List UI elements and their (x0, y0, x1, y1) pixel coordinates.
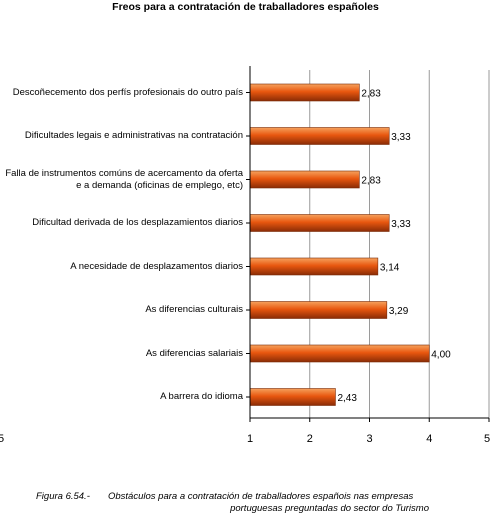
figure-caption: Figura 6.54.- Obstáculos para a contratac… (30, 491, 491, 515)
value-label-7: 4,00 (431, 350, 451, 361)
figure-number: Figura 6.54.- (36, 491, 90, 502)
value-label-6: 3,29 (389, 306, 409, 317)
category-label-1: Descoñecemento dos perfís profesionais d… (12, 86, 243, 98)
chart-title: Freos para a contratación de traballador… (112, 1, 379, 13)
value-label-5: 3,14 (380, 263, 400, 274)
bar-1 (249, 83, 360, 102)
x-tick-label-3: 3 (366, 433, 372, 445)
category-label-7: As diferencias salariais (145, 347, 243, 359)
bar-8 (249, 388, 336, 406)
bar-4 (249, 214, 390, 232)
x-tick-label-1: 1 (247, 433, 253, 445)
bar-5 (249, 257, 379, 276)
category-label-8: A barrera do idioma (160, 391, 243, 402)
caption-line-2: portuguesas preguntadas do sector do Tur… (230, 503, 429, 514)
bar-3 (249, 170, 360, 189)
category-label-4: Dificultad derivada de los desplazamient… (32, 217, 243, 228)
bar-6 (249, 301, 388, 319)
x-tick-label-4: 4 (426, 433, 432, 445)
value-label-3: 2,83 (361, 176, 381, 187)
left-edge-label: 5 (0, 433, 4, 445)
bar-2 (249, 127, 390, 145)
category-label-3: Falla de instrumentos comúns de acercame… (5, 167, 243, 191)
value-label-1: 2,83 (361, 89, 381, 100)
bar-7 (249, 344, 430, 363)
category-label-5: A necesidade de desplazamentos diarios (70, 260, 243, 272)
x-tick-label-2: 2 (307, 433, 313, 445)
value-label-8: 2,43 (337, 393, 357, 404)
value-label-4: 3,33 (391, 219, 411, 230)
value-label-2: 3,33 (391, 132, 411, 143)
category-label-6: As diferencias culturais (145, 304, 243, 315)
category-label-2: Dificultades legais e administrativas na… (24, 130, 243, 141)
caption-line-1: Obstáculos para a contratación de trabal… (108, 491, 414, 502)
x-tick-label-5: 5 (484, 433, 490, 445)
